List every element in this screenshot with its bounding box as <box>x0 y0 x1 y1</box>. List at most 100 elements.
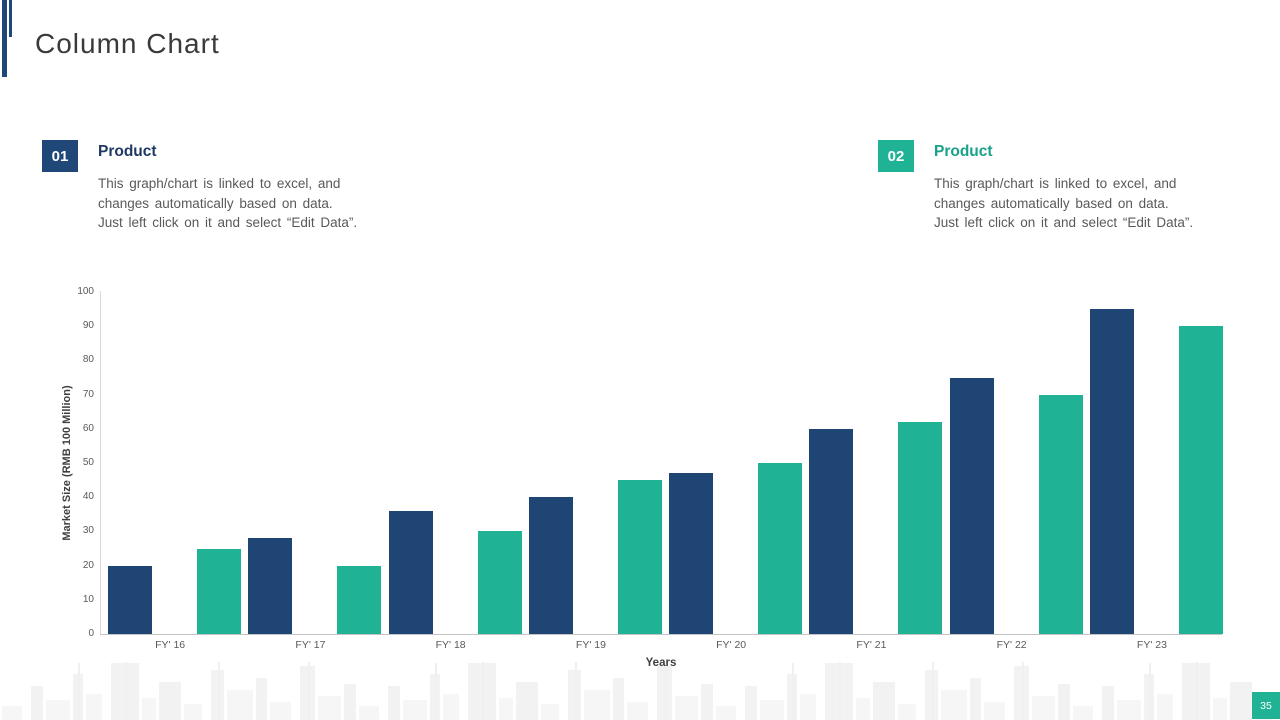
x-tick-label: FY' 18 <box>435 639 466 651</box>
description-line: changes automatically based on data. <box>934 195 1169 211</box>
antenna-silhouette <box>792 663 794 720</box>
x-tick-label: FY' 19 <box>575 639 606 651</box>
bar-product-01-FY16 <box>108 565 152 634</box>
y-tick-label: 80 <box>82 354 94 366</box>
antenna-silhouette <box>1149 663 1151 720</box>
building-silhouette <box>800 694 816 720</box>
x-tick-label: FY' 21 <box>856 639 887 651</box>
bar-product-01-FY18 <box>388 510 433 634</box>
building-silhouette <box>443 694 459 720</box>
description-line: This graph/chart is linked to excel, and <box>934 176 1177 191</box>
building-silhouette <box>613 678 624 720</box>
building-silhouette <box>675 696 698 720</box>
building-silhouette <box>627 702 648 720</box>
building-silhouette <box>159 682 181 720</box>
building-silhouette <box>142 698 156 720</box>
y-tick-label: 0 <box>88 628 94 639</box>
x-tick-label: FY' 23 <box>1136 639 1167 651</box>
section-01-description: This graph/chart is linked to excel, and… <box>98 174 403 233</box>
antenna-silhouette <box>1196 662 1198 720</box>
building-silhouette <box>1102 686 1114 720</box>
y-tick-label: 100 <box>77 286 94 297</box>
building-silhouette <box>1157 694 1173 720</box>
bar-product-02-FY18 <box>477 531 522 634</box>
bar-product-02-FY16 <box>197 548 241 634</box>
bar-product-01-FY22 <box>949 377 994 634</box>
building-silhouette <box>2 706 22 720</box>
building-silhouette <box>856 698 870 720</box>
y-axis-line <box>100 291 101 635</box>
building-silhouette <box>984 702 1005 720</box>
building-silhouette <box>86 694 102 720</box>
building-silhouette <box>1058 684 1070 720</box>
antenna-silhouette <box>307 662 310 720</box>
y-tick-label: 40 <box>82 491 94 503</box>
antenna-silhouette <box>435 663 437 720</box>
bar-product-01-FY17 <box>248 538 293 634</box>
building-silhouette <box>584 690 610 720</box>
antenna-silhouette <box>574 662 577 720</box>
section-02-heading: Product <box>934 143 993 160</box>
building-silhouette <box>941 690 967 720</box>
bar-product-02-FY23 <box>1178 326 1223 634</box>
y-tick-label: 70 <box>82 388 94 400</box>
building-silhouette <box>1073 706 1093 720</box>
building-silhouette <box>701 684 713 720</box>
page-title: Column Chart <box>35 28 220 59</box>
section-02-number-badge: 02 <box>878 140 914 172</box>
building-silhouette <box>256 678 267 720</box>
antenna-silhouette <box>482 662 484 720</box>
antenna-silhouette <box>664 662 667 720</box>
x-axis-line <box>100 634 1222 635</box>
building-silhouette <box>873 682 895 720</box>
bar-product-02-FY22 <box>1038 394 1083 634</box>
building-silhouette <box>516 682 538 720</box>
x-axis-title: Years <box>645 657 677 669</box>
building-silhouette <box>745 686 757 720</box>
y-tick-label: 50 <box>82 457 94 468</box>
antenna-silhouette <box>931 662 934 720</box>
building-silhouette <box>359 706 379 720</box>
x-axis-tick-labels: FY' 16 FY' 17 FY' 18 FY' 19 FY' 20 FY' 21 FY' … <box>100 639 1222 653</box>
building-silhouette <box>184 704 202 720</box>
building-silhouette <box>388 686 400 720</box>
bar-product-02-FY21 <box>898 422 943 634</box>
building-silhouette <box>716 706 736 720</box>
accent-bar-icon <box>9 0 12 37</box>
building-silhouette <box>970 678 981 720</box>
building-silhouette <box>46 700 70 720</box>
x-tick-label: FY' 20 <box>716 639 747 651</box>
section-02-description: This graph/chart is linked to excel, and… <box>934 174 1239 233</box>
bar-product-01-FY21 <box>809 428 854 634</box>
bar-product-01-FY23 <box>1089 309 1134 634</box>
column-chart-plot-area[interactable] <box>100 292 1223 634</box>
bar-product-01-FY19 <box>528 497 573 634</box>
y-tick-label: 60 <box>82 422 94 434</box>
y-tick-label: 10 <box>82 593 94 605</box>
building-silhouette <box>403 700 427 720</box>
description-line: This graph/chart is linked to excel, and <box>98 176 341 191</box>
description-line: Just left click on it and select “Edit D… <box>934 215 1194 230</box>
y-tick-label: 30 <box>82 525 94 537</box>
section-01-heading: Product <box>98 143 157 160</box>
accent-bar-icon <box>2 0 7 77</box>
building-silhouette <box>318 696 341 720</box>
building-silhouette <box>1213 698 1227 720</box>
section-01-number-badge: 01 <box>42 140 78 172</box>
y-axis-tick-labels: 0 10 20 30 40 50 60 70 80 90 100 <box>66 286 94 639</box>
building-silhouette <box>31 686 43 720</box>
building-silhouette <box>270 702 291 720</box>
antenna-silhouette <box>78 663 80 720</box>
building-silhouette <box>760 700 784 720</box>
building-silhouette <box>541 704 559 720</box>
page-number-badge: 35 <box>1252 692 1280 719</box>
building-silhouette <box>1117 700 1141 720</box>
city-skyline-decoration <box>0 662 1280 720</box>
x-tick-label: FY' 16 <box>155 639 186 651</box>
x-tick-label: FY' 22 <box>996 639 1027 651</box>
bar-product-02-FY17 <box>337 565 382 634</box>
y-tick-label: 20 <box>82 559 94 571</box>
building-silhouette <box>1230 682 1252 720</box>
x-tick-label: FY' 17 <box>295 639 326 651</box>
